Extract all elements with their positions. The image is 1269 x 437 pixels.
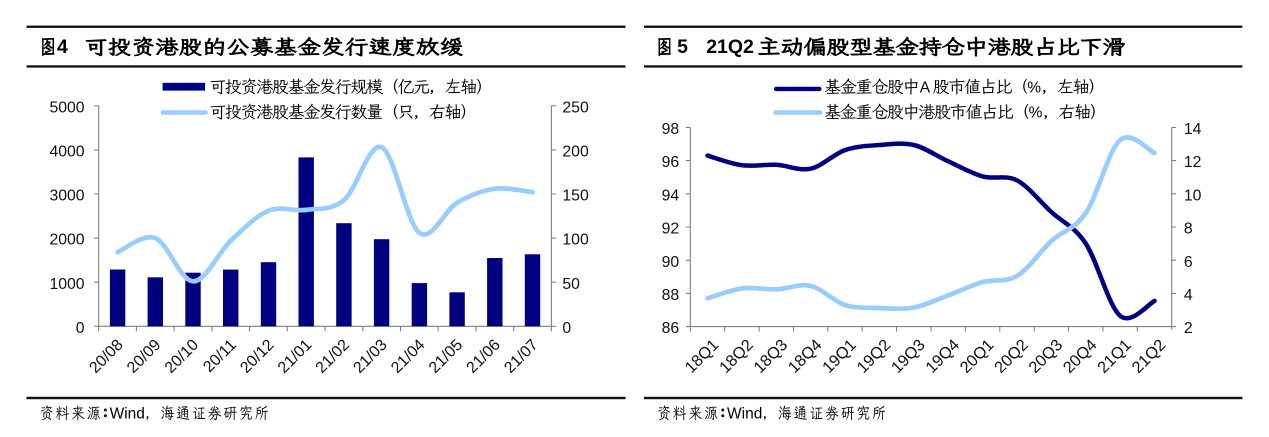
svg-text:1000: 1000 bbox=[49, 276, 84, 293]
svg-text:6: 6 bbox=[1184, 254, 1193, 271]
svg-text:%: % bbox=[1029, 105, 1043, 122]
svg-text:0: 0 bbox=[76, 320, 85, 337]
svg-text:200: 200 bbox=[562, 144, 589, 161]
svg-text:A: A bbox=[920, 79, 931, 96]
svg-text:98: 98 bbox=[662, 121, 680, 138]
svg-text:0: 0 bbox=[562, 320, 571, 337]
svg-text:12: 12 bbox=[1184, 154, 1202, 171]
svg-text:14: 14 bbox=[1184, 121, 1202, 138]
svg-text:2: 2 bbox=[1184, 320, 1193, 337]
svg-text:100: 100 bbox=[562, 232, 589, 249]
svg-text:3000: 3000 bbox=[49, 188, 84, 205]
svg-text:5: 5 bbox=[677, 36, 688, 58]
svg-text:Wind: Wind bbox=[110, 406, 145, 423]
svg-text:92: 92 bbox=[662, 221, 680, 238]
svg-text:4: 4 bbox=[1184, 287, 1193, 304]
svg-text:150: 150 bbox=[562, 188, 589, 205]
svg-text:86: 86 bbox=[662, 320, 680, 337]
svg-text:%: % bbox=[1027, 79, 1041, 96]
svg-text:96: 96 bbox=[662, 154, 680, 171]
svg-text:5000: 5000 bbox=[49, 99, 84, 116]
svg-text:21Q2: 21Q2 bbox=[706, 36, 754, 58]
svg-text:10: 10 bbox=[1184, 187, 1202, 204]
svg-text:4000: 4000 bbox=[49, 144, 84, 161]
svg-text:8: 8 bbox=[1184, 221, 1193, 238]
svg-text:50: 50 bbox=[562, 276, 580, 293]
svg-text:88: 88 bbox=[662, 287, 680, 304]
svg-text:2000: 2000 bbox=[49, 232, 84, 249]
svg-text:94: 94 bbox=[662, 187, 680, 204]
svg-text:4: 4 bbox=[57, 36, 68, 58]
svg-text:Wind: Wind bbox=[727, 406, 762, 423]
svg-text:90: 90 bbox=[662, 254, 680, 271]
svg-text:250: 250 bbox=[562, 99, 589, 116]
